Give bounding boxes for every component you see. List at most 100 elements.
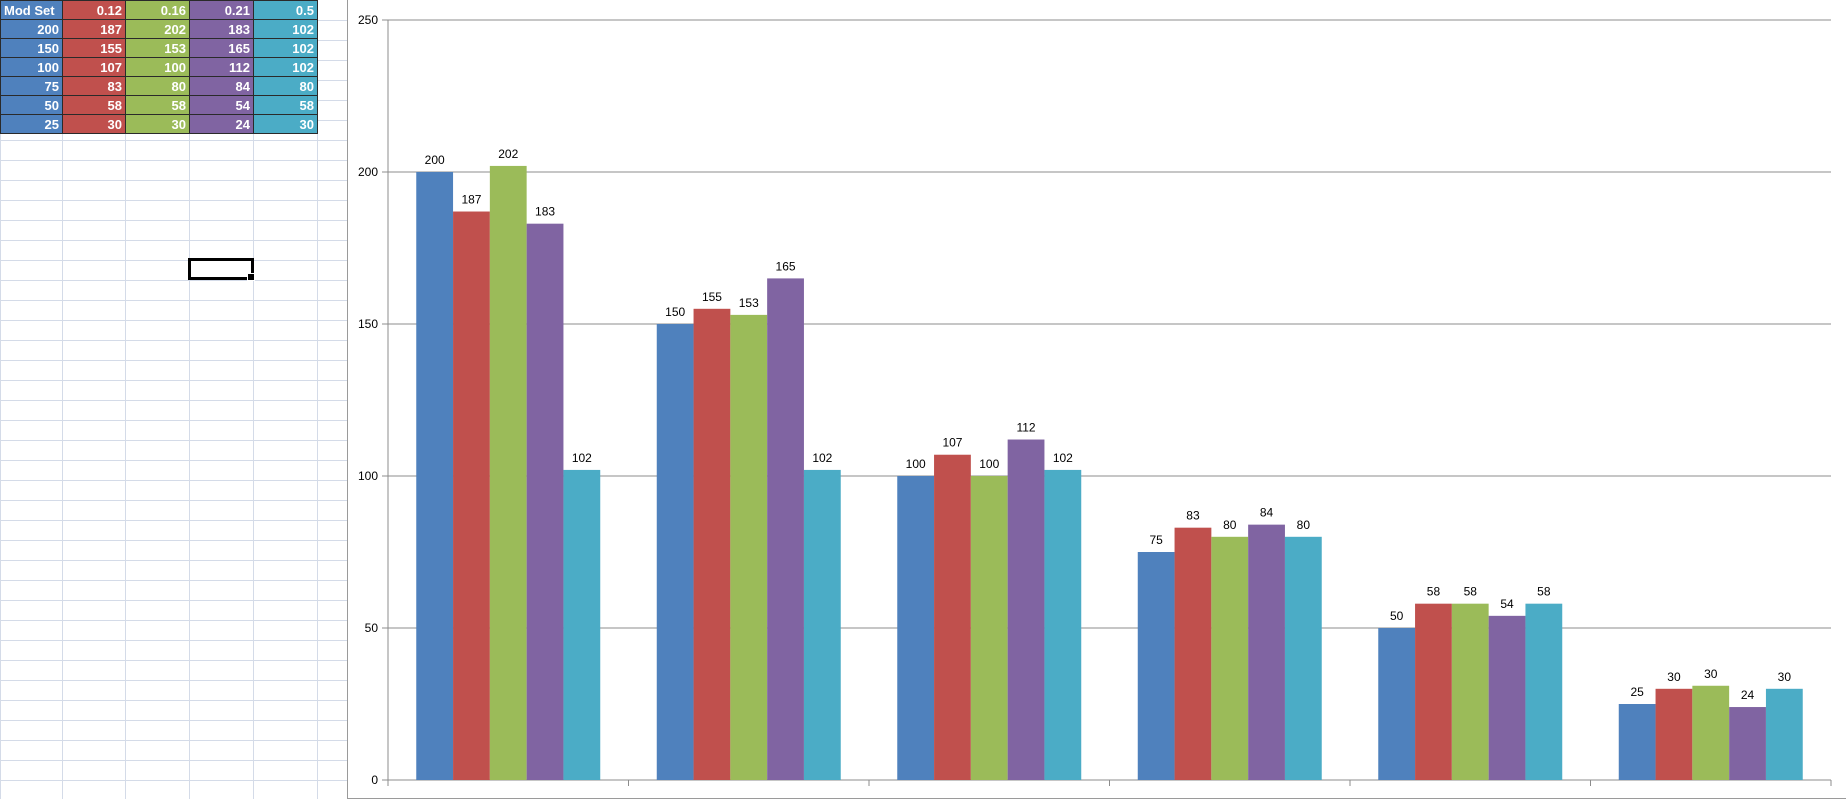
bar[interactable] (970, 476, 1008, 780)
data-label: 75 (1149, 533, 1163, 547)
bar[interactable] (767, 278, 804, 780)
table-cell[interactable]: 24 (189, 114, 254, 134)
bar[interactable] (803, 469, 841, 780)
table-cell[interactable]: 30 (253, 114, 318, 134)
header-cell[interactable]: Mod Set (0, 0, 63, 20)
table-cell[interactable]: 50 (0, 95, 63, 115)
table-cell[interactable]: 84 (189, 76, 254, 96)
y-tick-label: 250 (358, 13, 378, 27)
data-label: 54 (1500, 597, 1514, 611)
header-cell[interactable]: 0.5 (253, 0, 318, 20)
bar[interactable] (526, 223, 564, 780)
data-label: 58 (1427, 585, 1441, 599)
table-row: 75 83 80 84 80 (0, 76, 318, 96)
table-cell[interactable]: 58 (253, 95, 318, 115)
table-cell[interactable]: 58 (125, 95, 190, 115)
table-cell[interactable]: 100 (0, 57, 63, 77)
table-cell[interactable]: 102 (253, 19, 318, 39)
bar[interactable] (934, 454, 971, 780)
bar[interactable] (1525, 603, 1563, 780)
table-cell[interactable]: 100 (125, 57, 190, 77)
y-tick-label: 200 (358, 165, 378, 179)
bar[interactable] (416, 172, 454, 780)
header-cell[interactable]: 0.16 (125, 0, 190, 20)
table-cell[interactable]: 58 (62, 95, 126, 115)
table-cell[interactable]: 183 (189, 19, 254, 39)
bar[interactable] (656, 324, 694, 780)
table-cell[interactable]: 75 (0, 76, 63, 96)
bar[interactable] (1137, 552, 1175, 780)
bar[interactable] (1618, 704, 1656, 780)
table-row: 25 30 30 24 30 (0, 114, 318, 134)
y-tick-label: 0 (371, 773, 378, 787)
table-cell[interactable]: 165 (189, 38, 254, 58)
data-label: 24 (1741, 688, 1755, 702)
bar[interactable] (1248, 524, 1285, 780)
data-label: 187 (461, 193, 481, 207)
bar[interactable] (730, 314, 768, 780)
table-cell[interactable]: 153 (125, 38, 190, 58)
active-cell-selection[interactable] (188, 258, 255, 281)
header-cell[interactable]: 0.21 (189, 0, 254, 20)
data-label: 183 (535, 205, 555, 219)
table-cell[interactable]: 107 (62, 57, 126, 77)
table-cell[interactable]: 150 (0, 38, 63, 58)
bar[interactable] (693, 308, 731, 780)
table-row: 100 107 100 112 102 (0, 57, 318, 77)
bar[interactable] (1692, 685, 1730, 780)
bar[interactable] (1729, 707, 1766, 780)
bar[interactable] (563, 469, 601, 780)
table-cell[interactable]: 25 (0, 114, 63, 134)
bar[interactable] (1284, 536, 1322, 780)
data-label: 80 (1223, 518, 1237, 532)
table-row: 50 58 58 54 58 (0, 95, 318, 115)
y-tick-label: 50 (365, 621, 379, 635)
bar[interactable] (1378, 628, 1416, 780)
table-cell[interactable]: 83 (62, 76, 126, 96)
chart-area[interactable]: 0 50 100 150 200 250 200 150 100 75 50 25 187 155 107 8… (347, 0, 1846, 799)
table-cell[interactable]: 80 (125, 76, 190, 96)
table-cell[interactable]: 30 (62, 114, 126, 134)
table-cell[interactable]: 30 (125, 114, 190, 134)
data-label: 84 (1260, 506, 1274, 520)
table-row: 150 155 153 165 102 (0, 38, 318, 58)
data-label: 100 (906, 457, 926, 471)
table-cell[interactable]: 202 (125, 19, 190, 39)
bar[interactable] (1415, 603, 1452, 780)
table-cell[interactable]: 155 (62, 38, 126, 58)
bar[interactable] (1211, 536, 1249, 780)
data-label: 50 (1390, 609, 1404, 623)
data-label: 30 (1778, 670, 1792, 684)
data-label: 80 (1297, 518, 1311, 532)
data-label: 30 (1667, 670, 1681, 684)
data-label: 155 (702, 290, 722, 304)
table-cell[interactable]: 200 (0, 19, 63, 39)
table-cell[interactable]: 102 (253, 57, 318, 77)
bar[interactable] (453, 211, 490, 780)
bar[interactable] (1007, 439, 1045, 780)
bar[interactable] (1655, 688, 1693, 780)
bar[interactable] (1488, 615, 1526, 780)
bar[interactable] (1174, 527, 1212, 780)
bar[interactable] (897, 476, 935, 780)
table-cell[interactable]: 102 (253, 38, 318, 58)
data-label: 83 (1186, 509, 1200, 523)
y-tick-label: 100 (358, 469, 378, 483)
table-cell[interactable]: 80 (253, 76, 318, 96)
data-table: Mod Set 0.12 0.16 0.21 0.5 200 187 202 183 102 150… (0, 0, 318, 134)
data-label: 165 (776, 259, 796, 273)
fill-handle[interactable] (247, 273, 255, 281)
table-cell[interactable]: 187 (62, 19, 126, 39)
bar[interactable] (1451, 603, 1489, 780)
bar[interactable] (489, 165, 527, 781)
table-cell[interactable]: 54 (189, 95, 254, 115)
data-label: 107 (942, 436, 962, 450)
bar[interactable] (1044, 469, 1082, 780)
data-label: 102 (1053, 451, 1073, 465)
table-row: 200 187 202 183 102 (0, 19, 318, 39)
data-label: 112 (1016, 421, 1035, 435)
header-cell[interactable]: 0.12 (62, 0, 126, 20)
table-cell[interactable]: 112 (189, 57, 254, 77)
bar[interactable] (1765, 688, 1803, 780)
y-tick-label: 150 (358, 317, 378, 331)
